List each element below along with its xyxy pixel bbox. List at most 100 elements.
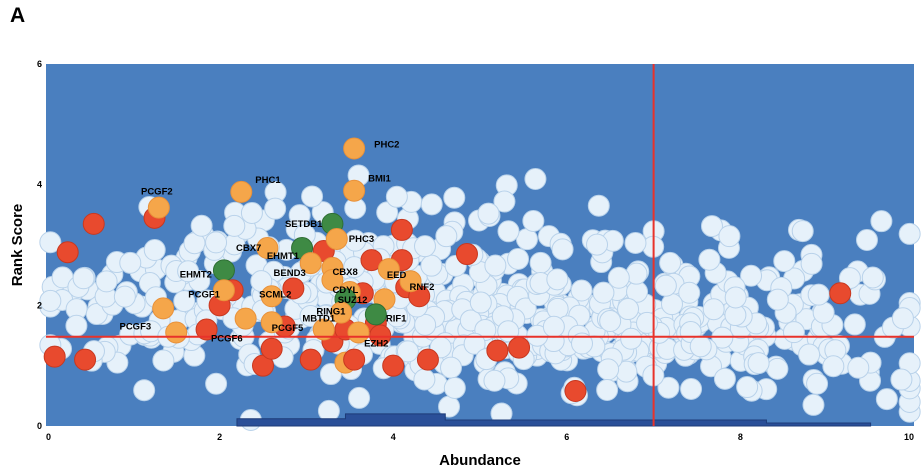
- background-point: [72, 267, 95, 290]
- gene-label: MBTD1: [302, 314, 335, 325]
- point-orange: [234, 307, 257, 330]
- point-orange: [260, 285, 283, 308]
- background-point: [587, 194, 610, 217]
- background-point: [636, 311, 659, 334]
- gene-label: PHC2: [374, 139, 399, 150]
- background-point: [493, 190, 516, 213]
- background-point: [586, 233, 609, 256]
- background-point: [39, 231, 62, 254]
- background-point: [396, 340, 419, 363]
- x-tick-label: 4: [391, 432, 396, 442]
- point-red: [829, 282, 852, 305]
- point-orange: [230, 180, 253, 203]
- background-point: [522, 209, 545, 232]
- histogram-outline: [236, 413, 872, 427]
- background-point: [736, 376, 759, 399]
- background-point: [484, 254, 507, 277]
- background-point: [443, 186, 466, 209]
- point-orange: [260, 311, 283, 334]
- x-axis-title: Abundance: [439, 452, 521, 469]
- gene-label: CDYL: [332, 285, 358, 296]
- background-point: [39, 289, 62, 312]
- gene-labels: PHC2 BMI1 PHC1 PCGF2 SETDB1 PHC3 CBX7 EHMT1 BEND…: [119, 139, 434, 349]
- background-point: [497, 220, 520, 243]
- background-point: [95, 270, 118, 293]
- gene-label: SCML2: [259, 289, 291, 300]
- y-tick-label: 0: [37, 421, 42, 431]
- gene-label: PCGF5: [272, 323, 304, 334]
- gene-label: CBX8: [332, 267, 357, 278]
- background-point: [223, 214, 246, 237]
- point-red: [369, 324, 392, 347]
- x-tick-label: 6: [564, 432, 569, 442]
- background-point: [798, 343, 821, 366]
- background-point: [607, 266, 630, 289]
- point-orange: [377, 258, 400, 281]
- gene-label: RING1: [316, 306, 346, 317]
- background-point: [891, 307, 914, 330]
- background-point: [542, 315, 565, 338]
- background-point: [855, 229, 878, 252]
- point-orange: [152, 297, 175, 320]
- point-red: [260, 337, 283, 360]
- background-point: [791, 220, 814, 243]
- background-point: [698, 248, 721, 271]
- background-point: [766, 357, 789, 380]
- background-point: [507, 247, 530, 270]
- gene-label: PCGF2: [141, 187, 173, 198]
- background-point: [596, 379, 619, 402]
- background-point: [773, 250, 796, 273]
- background-point: [747, 352, 770, 375]
- gene-label: SETDB1: [285, 219, 323, 230]
- point-red: [416, 348, 439, 371]
- background-point: [597, 358, 620, 381]
- y-axis-ticks: 0 2 4 6: [37, 59, 42, 431]
- point-orange: [343, 179, 366, 202]
- point-orange: [256, 237, 279, 260]
- point-red: [195, 318, 218, 341]
- background-point: [843, 313, 866, 336]
- gene-label: RNF2: [410, 282, 435, 293]
- background-point: [319, 363, 342, 386]
- point-green: [212, 259, 235, 282]
- point-orange: [325, 227, 348, 250]
- background-point: [898, 222, 921, 245]
- background-point: [551, 238, 574, 261]
- background-point: [875, 388, 898, 411]
- point-green: [364, 303, 387, 326]
- background-point: [299, 305, 322, 328]
- point-red: [455, 243, 478, 266]
- point-orange: [165, 321, 188, 344]
- background-point: [570, 279, 593, 302]
- background-point: [807, 283, 830, 306]
- point-red: [299, 348, 322, 371]
- background-point: [385, 185, 408, 208]
- background-point: [420, 254, 443, 277]
- y-axis-title: Rank Score: [9, 204, 26, 287]
- background-point: [264, 197, 287, 220]
- background-point: [660, 293, 683, 316]
- background-point: [713, 367, 736, 390]
- point-orange: [212, 279, 235, 302]
- point-orange: [347, 321, 370, 344]
- background-point: [240, 201, 263, 224]
- point-orange: [299, 252, 322, 275]
- y-tick-label: 2: [37, 300, 42, 310]
- gene-label: BEND3: [274, 268, 306, 279]
- background-point: [65, 314, 88, 337]
- point-red: [564, 380, 587, 403]
- point-orange: [312, 318, 335, 341]
- gene-label: SUZ12: [338, 295, 368, 306]
- background-point: [546, 268, 569, 291]
- point-orange: [147, 196, 170, 219]
- y-tick-label: 6: [37, 59, 42, 69]
- gene-label: CBX7: [236, 243, 261, 254]
- x-axis-ticks: 0 2 4 6 8 10: [46, 432, 914, 442]
- point-orange: [343, 137, 366, 160]
- background-point: [113, 285, 136, 308]
- point-red: [382, 354, 405, 377]
- point-red: [282, 277, 305, 300]
- point-orange: [399, 270, 422, 293]
- background-point: [657, 376, 680, 399]
- background-point: [524, 168, 547, 191]
